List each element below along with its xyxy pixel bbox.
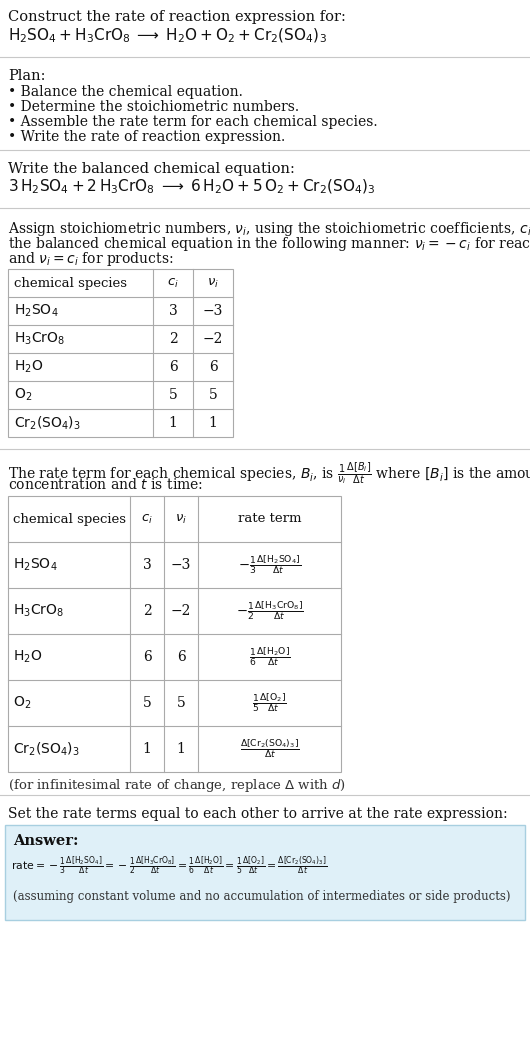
Text: • Write the rate of reaction expression.: • Write the rate of reaction expression. <box>8 130 285 144</box>
Text: the balanced chemical equation in the following manner: $\nu_i = -c_i$ for react: the balanced chemical equation in the fo… <box>8 235 530 253</box>
Text: 1: 1 <box>176 742 186 756</box>
Text: −2: −2 <box>171 604 191 618</box>
Text: $\mathrm{Cr_2(SO_4)_3}$: $\mathrm{Cr_2(SO_4)_3}$ <box>14 414 81 432</box>
Bar <box>8 269 233 437</box>
Text: $\mathrm{Cr_2(SO_4)_3}$: $\mathrm{Cr_2(SO_4)_3}$ <box>13 741 80 757</box>
Text: Answer:: Answer: <box>13 834 78 848</box>
Text: $c_i$: $c_i$ <box>167 276 179 290</box>
Text: 5: 5 <box>176 696 186 710</box>
Bar <box>8 496 341 772</box>
Text: $\mathrm{O_2}$: $\mathrm{O_2}$ <box>13 695 31 711</box>
Text: $-\frac{1}{2}\frac{\Delta[\mathrm{H_3CrO_8}]}{\Delta t}$: $-\frac{1}{2}\frac{\Delta[\mathrm{H_3CrO… <box>236 599 303 622</box>
Text: 1: 1 <box>209 416 217 430</box>
Text: 6: 6 <box>176 650 186 664</box>
Text: rate term: rate term <box>238 513 301 525</box>
Text: $\frac{1}{6}\frac{\Delta[\mathrm{H_2O}]}{\Delta t}$: $\frac{1}{6}\frac{\Delta[\mathrm{H_2O}]}… <box>249 645 290 668</box>
Text: $\mathrm{H_2SO_4 + H_3CrO_8 \;\longrightarrow\; H_2O + O_2 + Cr_2(SO_4)_3}$: $\mathrm{H_2SO_4 + H_3CrO_8 \;\longright… <box>8 27 327 45</box>
Text: chemical species: chemical species <box>13 513 126 525</box>
FancyBboxPatch shape <box>5 825 525 920</box>
Text: $\mathrm{H_2SO_4}$: $\mathrm{H_2SO_4}$ <box>14 302 59 319</box>
Text: • Determine the stoichiometric numbers.: • Determine the stoichiometric numbers. <box>8 100 299 114</box>
Text: Construct the rate of reaction expression for:: Construct the rate of reaction expressio… <box>8 10 346 24</box>
Text: 5: 5 <box>169 388 178 402</box>
Text: • Assemble the rate term for each chemical species.: • Assemble the rate term for each chemic… <box>8 115 377 129</box>
Text: chemical species: chemical species <box>14 276 127 290</box>
Text: concentration and $t$ is time:: concentration and $t$ is time: <box>8 477 203 492</box>
Text: $\mathrm{H_2SO_4}$: $\mathrm{H_2SO_4}$ <box>13 556 58 573</box>
Text: 6: 6 <box>169 360 178 374</box>
Text: −3: −3 <box>203 304 223 318</box>
Text: $\frac{\Delta[\mathrm{Cr_2(SO_4)_3}]}{\Delta t}$: $\frac{\Delta[\mathrm{Cr_2(SO_4)_3}]}{\D… <box>240 737 299 760</box>
Text: Set the rate terms equal to each other to arrive at the rate expression:: Set the rate terms equal to each other t… <box>8 808 508 821</box>
Text: The rate term for each chemical species, $B_i$, is $\frac{1}{\nu_i}\frac{\Delta[: The rate term for each chemical species,… <box>8 461 530 487</box>
Text: Assign stoichiometric numbers, $\nu_i$, using the stoichiometric coefficients, $: Assign stoichiometric numbers, $\nu_i$, … <box>8 220 530 238</box>
Text: $\nu_i$: $\nu_i$ <box>207 276 219 290</box>
Text: 1: 1 <box>169 416 178 430</box>
Text: −3: −3 <box>171 558 191 572</box>
Text: (assuming constant volume and no accumulation of intermediates or side products): (assuming constant volume and no accumul… <box>13 890 510 903</box>
Text: $\mathrm{H_2O}$: $\mathrm{H_2O}$ <box>13 649 42 665</box>
Text: $\frac{1}{5}\frac{\Delta[\mathrm{O_2}]}{\Delta t}$: $\frac{1}{5}\frac{\Delta[\mathrm{O_2}]}{… <box>252 691 287 714</box>
Text: • Balance the chemical equation.: • Balance the chemical equation. <box>8 85 243 99</box>
Text: 5: 5 <box>209 388 217 402</box>
Text: 1: 1 <box>143 742 152 756</box>
Text: $\mathrm{H_2O}$: $\mathrm{H_2O}$ <box>14 359 43 376</box>
Text: 6: 6 <box>143 650 152 664</box>
Text: Write the balanced chemical equation:: Write the balanced chemical equation: <box>8 162 295 176</box>
Text: $\mathrm{H_3CrO_8}$: $\mathrm{H_3CrO_8}$ <box>13 602 64 619</box>
Text: Plan:: Plan: <box>8 69 46 83</box>
Text: $\mathrm{H_3CrO_8}$: $\mathrm{H_3CrO_8}$ <box>14 331 65 347</box>
Text: (for infinitesimal rate of change, replace $\Delta$ with $d$): (for infinitesimal rate of change, repla… <box>8 777 346 794</box>
Text: 3: 3 <box>169 304 178 318</box>
Text: $\nu_i$: $\nu_i$ <box>175 513 187 525</box>
Text: $\mathrm{rate} = -\frac{1}{3}\frac{\Delta[\mathrm{H_2SO_4}]}{\Delta t} = -\frac{: $\mathrm{rate} = -\frac{1}{3}\frac{\Delt… <box>11 854 327 877</box>
Text: and $\nu_i = c_i$ for products:: and $\nu_i = c_i$ for products: <box>8 250 173 268</box>
Text: $c_i$: $c_i$ <box>141 513 153 525</box>
Text: 2: 2 <box>169 332 178 346</box>
Text: $\mathrm{O_2}$: $\mathrm{O_2}$ <box>14 387 32 403</box>
Text: 3: 3 <box>143 558 152 572</box>
Text: $-\frac{1}{3}\frac{\Delta[\mathrm{H_2SO_4}]}{\Delta t}$: $-\frac{1}{3}\frac{\Delta[\mathrm{H_2SO_… <box>238 553 301 576</box>
Text: $\mathrm{3\,H_2SO_4 + 2\,H_3CrO_8 \;\longrightarrow\; 6\,H_2O + 5\,O_2 + Cr_2(SO: $\mathrm{3\,H_2SO_4 + 2\,H_3CrO_8 \;\lon… <box>8 178 376 197</box>
Text: −2: −2 <box>203 332 223 346</box>
Text: 2: 2 <box>143 604 152 618</box>
Text: 5: 5 <box>143 696 152 710</box>
Text: 6: 6 <box>209 360 217 374</box>
